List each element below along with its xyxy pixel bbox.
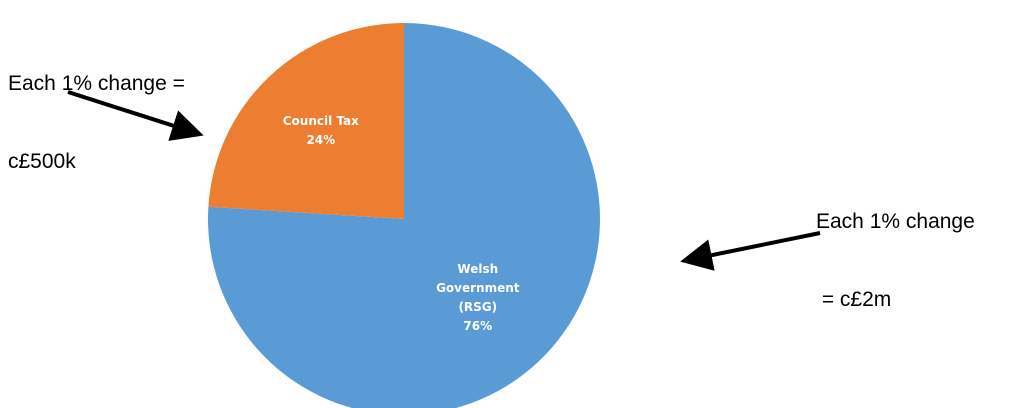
annotation-left-line-2: c£500k (8, 150, 76, 173)
annotation-right-line-1: Each 1% change (816, 210, 975, 233)
annotation-left: Each 1% change = c£500k (8, 19, 185, 201)
pie-labels: Welsh Government (RSG) 76% Council Tax 24% (283, 114, 520, 333)
pie-slices (208, 23, 600, 408)
slice-label: Welsh Government (RSG) 76% (436, 262, 520, 333)
pie-slice-welsh-government-rsg (208, 23, 600, 408)
pie-slice-council-tax (208, 23, 404, 219)
annotation-right-line-2: = c£2m (816, 288, 892, 311)
arrow-left (67, 90, 204, 141)
slice-label: Council Tax 24% (283, 114, 359, 147)
arrow-right (680, 231, 821, 271)
annotation-right: Each 1% change = c£2m (816, 157, 975, 339)
annotation-left-line-1: Each 1% change = (8, 72, 185, 95)
